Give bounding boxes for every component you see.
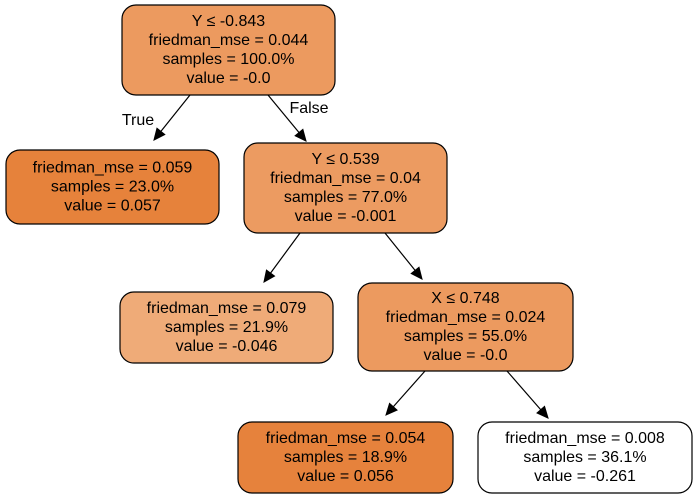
edge-label-true: True: [122, 112, 154, 129]
node-box: [237, 421, 454, 494]
node-box: [121, 4, 336, 96]
tree-node-mid-leaf: friedman_mse = 0.079 samples = 21.9% value…: [119, 291, 334, 364]
edges-layer: True False: [122, 94, 549, 419]
node-line: value = -0.261: [534, 468, 636, 485]
nodes-layer: Y ≤ -0.843 friedman_mse = 0.044 samples = …: [5, 4, 693, 494]
arrowhead: [294, 128, 307, 142]
node-line: samples = 77.0%: [284, 189, 407, 206]
edge-x-split-to-deep-right-leaf: [506, 370, 549, 419]
arrowhead: [385, 402, 398, 416]
tree-node-deep-left-leaf: friedman_mse = 0.054 samples = 18.9% value…: [237, 421, 454, 494]
node-line: samples = 23.0%: [51, 179, 174, 196]
node-line: friedman_mse = 0.04: [270, 170, 421, 187]
edge-line: [384, 232, 416, 271]
node-line: friedman_mse = 0.059: [33, 160, 193, 177]
tree-node-left-leaf: friedman_mse = 0.059 samples = 23.0% value…: [5, 149, 220, 225]
edge-line: [506, 370, 542, 411]
node-line: Y ≤ 0.539: [311, 151, 379, 168]
edge-root-to-left-leaf: True: [122, 94, 191, 141]
node-line: samples = 55.0%: [404, 328, 527, 345]
edge-line: [267, 94, 300, 133]
node-box: [243, 142, 448, 234]
edge-line: [270, 232, 301, 274]
node-line: value = -0.001: [295, 208, 397, 225]
tree-node-root: Y ≤ -0.843 friedman_mse = 0.044 samples = …: [121, 4, 336, 96]
node-line: value = 0.057: [64, 198, 161, 215]
node-box: [5, 149, 220, 225]
node-line: friedman_mse = 0.024: [386, 309, 546, 326]
node-line: X ≤ 0.748: [431, 290, 499, 307]
node-box: [477, 421, 693, 494]
arrowhead: [536, 405, 549, 419]
node-line: value = -0.0: [186, 70, 270, 87]
edge-root-to-right-split: False: [267, 94, 329, 142]
edge-line: [160, 94, 191, 132]
edge-right-split-to-mid-leaf: [263, 232, 301, 283]
node-line: value = -0.046: [176, 338, 278, 355]
arrowhead: [410, 266, 423, 280]
arrowhead: [263, 269, 276, 283]
node-line: Y ≤ -0.843: [192, 13, 266, 30]
node-line: samples = 21.9%: [165, 319, 288, 336]
node-box: [357, 282, 574, 372]
tree-node-x-split: X ≤ 0.748 friedman_mse = 0.024 samples = 5…: [357, 282, 574, 372]
node-box: [119, 291, 334, 364]
arrowhead: [153, 127, 166, 141]
tree-node-right-split: Y ≤ 0.539 friedman_mse = 0.04 samples = 77…: [243, 142, 448, 234]
tree-node-deep-right-leaf: friedman_mse = 0.008 samples = 36.1% value…: [477, 421, 693, 494]
node-line: friedman_mse = 0.079: [147, 300, 307, 317]
node-line: friedman_mse = 0.044: [149, 32, 309, 49]
node-line: value = 0.056: [297, 468, 394, 485]
node-line: friedman_mse = 0.054: [266, 430, 426, 447]
edge-x-split-to-deep-left-leaf: [385, 370, 426, 416]
edge-label-false: False: [289, 100, 328, 117]
node-line: samples = 100.0%: [162, 51, 294, 68]
node-line: friedman_mse = 0.008: [505, 430, 665, 447]
edge-right-split-to-x-split: [384, 232, 423, 280]
node-line: samples = 36.1%: [523, 449, 646, 466]
edge-line: [392, 370, 426, 408]
node-line: samples = 18.9%: [284, 449, 407, 466]
node-line: value = -0.0: [423, 347, 507, 364]
